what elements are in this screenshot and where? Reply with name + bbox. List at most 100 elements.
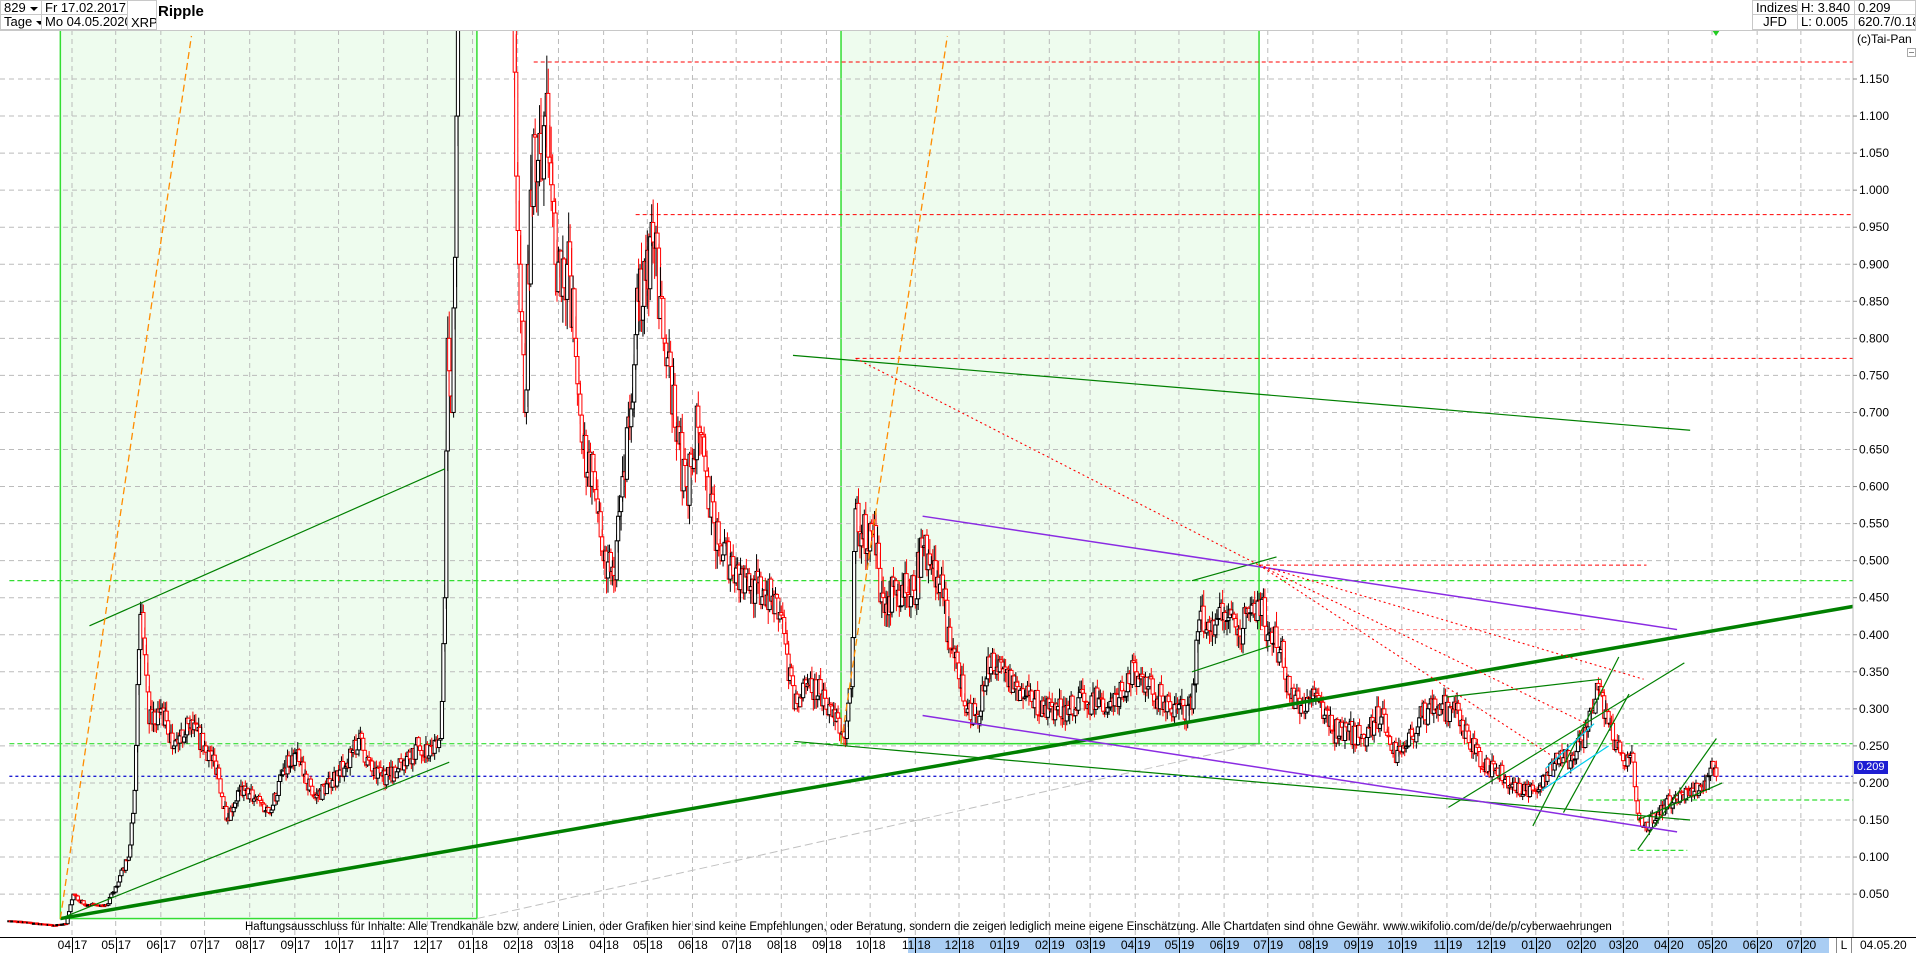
candle-down bbox=[578, 393, 583, 416]
x-tick-month: 07 bbox=[1253, 938, 1267, 952]
candle-up bbox=[69, 899, 75, 906]
trend-green-line bbox=[1532, 656, 1620, 827]
x-tick-month: 09 bbox=[812, 938, 826, 952]
x-tick-month: 06 bbox=[1742, 938, 1757, 952]
x-tick-month: 09 bbox=[1343, 938, 1358, 952]
candle-down bbox=[519, 311, 525, 322]
x-tick-month: 11 bbox=[370, 938, 383, 952]
candle-up bbox=[132, 789, 137, 814]
candle-down bbox=[1476, 746, 1482, 753]
x-tick-month: 07 bbox=[1786, 938, 1800, 952]
x-tick-year: 19 bbox=[1267, 938, 1284, 953]
y-tick-label: 0.050 bbox=[1859, 887, 1889, 901]
x-tick-month: 02 bbox=[1566, 938, 1580, 952]
scale-mode-button[interactable]: L bbox=[1836, 938, 1852, 953]
source-group-label: Indizes bbox=[1752, 0, 1798, 15]
candle-down bbox=[661, 297, 666, 339]
start-date-field[interactable]: Fr 17.02.2017 bbox=[41, 0, 128, 15]
candle-down bbox=[672, 384, 678, 428]
candle-up bbox=[441, 643, 446, 702]
x-tick-month: 06 bbox=[1209, 938, 1224, 952]
x-tick-year: 17 bbox=[383, 938, 400, 953]
x-tick-month: 06 bbox=[146, 938, 160, 952]
time-axis[interactable]: L 04.05.20 04 17 05 17 06 17 07 17 08 17 09 17 10 17 1… bbox=[0, 937, 1916, 953]
x-tick-year: 20 bbox=[1800, 938, 1817, 953]
candle-down bbox=[447, 337, 452, 372]
chart-header: 829 Fr 17.02.2017 Tage Mo 04.05.2020 XRP… bbox=[0, 0, 1916, 31]
candle-down bbox=[359, 732, 364, 739]
x-tick-year: 20 bbox=[1712, 938, 1728, 953]
y-tick-label: 0.450 bbox=[1859, 591, 1889, 605]
candle-down bbox=[774, 593, 780, 599]
y-tick-label: 0.550 bbox=[1859, 517, 1889, 531]
trend-green-line bbox=[1191, 645, 1271, 673]
y-tick-label: 1.050 bbox=[1859, 146, 1889, 160]
gray-dashed-line bbox=[476, 743, 1260, 920]
red-dotted-line bbox=[1258, 564, 1589, 725]
trend-green-line bbox=[89, 468, 446, 627]
red-dotted-line bbox=[855, 357, 1260, 566]
bar-count-select[interactable]: 829 bbox=[0, 0, 42, 15]
candle-up bbox=[1425, 708, 1431, 725]
candle-up bbox=[129, 822, 134, 846]
x-tick-year: 18 bbox=[692, 938, 708, 953]
x-tick-year: 20 bbox=[1623, 938, 1639, 953]
cyan-line bbox=[1545, 723, 1595, 769]
candle-down bbox=[1714, 767, 1719, 777]
orange-dashed-line bbox=[840, 35, 948, 744]
x-tick-year: 18 bbox=[647, 938, 663, 953]
purple-line bbox=[922, 714, 1678, 833]
x-tick-year: 18 bbox=[472, 938, 488, 953]
x-tick-year: 20 bbox=[1535, 938, 1552, 953]
candle-up bbox=[624, 427, 630, 480]
candle-down bbox=[1150, 678, 1155, 695]
highlight-zone bbox=[59, 30, 478, 920]
high-value: H: 3.840 bbox=[1797, 0, 1855, 15]
x-tick-year: 18 bbox=[915, 938, 931, 953]
x-tick-year: 18 bbox=[517, 938, 534, 953]
candle-down bbox=[962, 700, 967, 707]
x-tick-year: 17 bbox=[160, 938, 177, 953]
trend-green-line bbox=[1446, 678, 1602, 698]
y-tick-label: 0.150 bbox=[1859, 813, 1889, 827]
purple-line bbox=[922, 515, 1678, 631]
x-tick-year: 17 bbox=[204, 938, 220, 953]
candle-down bbox=[308, 778, 313, 787]
x-tick-year: 19 bbox=[1490, 938, 1506, 953]
candle-down bbox=[790, 675, 796, 687]
x-tick-year: 19 bbox=[1135, 938, 1151, 953]
x-tick-month: 08 bbox=[766, 938, 781, 952]
cyan-line bbox=[1541, 745, 1609, 791]
x-tick-year: 18 bbox=[781, 938, 797, 953]
x-tick-month: 12 bbox=[1476, 938, 1490, 952]
low-value: L: 0.005 bbox=[1797, 14, 1855, 30]
candle-down bbox=[1635, 800, 1640, 814]
interval-select[interactable]: Tage bbox=[0, 14, 42, 30]
collapse-icon[interactable] bbox=[1907, 48, 1916, 57]
x-tick-month: 04 bbox=[1653, 938, 1668, 952]
x-tick-year: 18 bbox=[959, 938, 975, 953]
x-tick-month: 07 bbox=[721, 938, 736, 952]
candle-up bbox=[68, 904, 73, 913]
x-tick-month: 08 bbox=[235, 938, 249, 952]
x-tick-month: 10 bbox=[324, 938, 338, 952]
y-tick-label: 0.250 bbox=[1859, 739, 1889, 753]
candle-up bbox=[632, 364, 637, 403]
x-tick-month: 10 bbox=[1387, 938, 1401, 952]
candle-down bbox=[668, 351, 673, 368]
x-tick-month: 03 bbox=[1075, 938, 1090, 952]
x-tick-month: 06 bbox=[678, 938, 692, 952]
candle-down bbox=[600, 536, 605, 552]
end-date-field[interactable]: Mo 04.05.2020 bbox=[41, 14, 128, 30]
candle-up bbox=[131, 812, 136, 824]
x-tick-year: 19 bbox=[1358, 938, 1374, 953]
x-tick-year: 18 bbox=[558, 938, 574, 953]
x-tick-month: 03 bbox=[1608, 938, 1623, 952]
last-value: 0.209 bbox=[1854, 0, 1916, 15]
candle-down bbox=[1035, 689, 1040, 716]
y-tick-label: 1.150 bbox=[1859, 72, 1889, 86]
y-tick-label: 0.600 bbox=[1859, 480, 1889, 494]
y-tick-label: 1.100 bbox=[1859, 109, 1889, 123]
axis-highlight-range bbox=[908, 938, 1829, 953]
